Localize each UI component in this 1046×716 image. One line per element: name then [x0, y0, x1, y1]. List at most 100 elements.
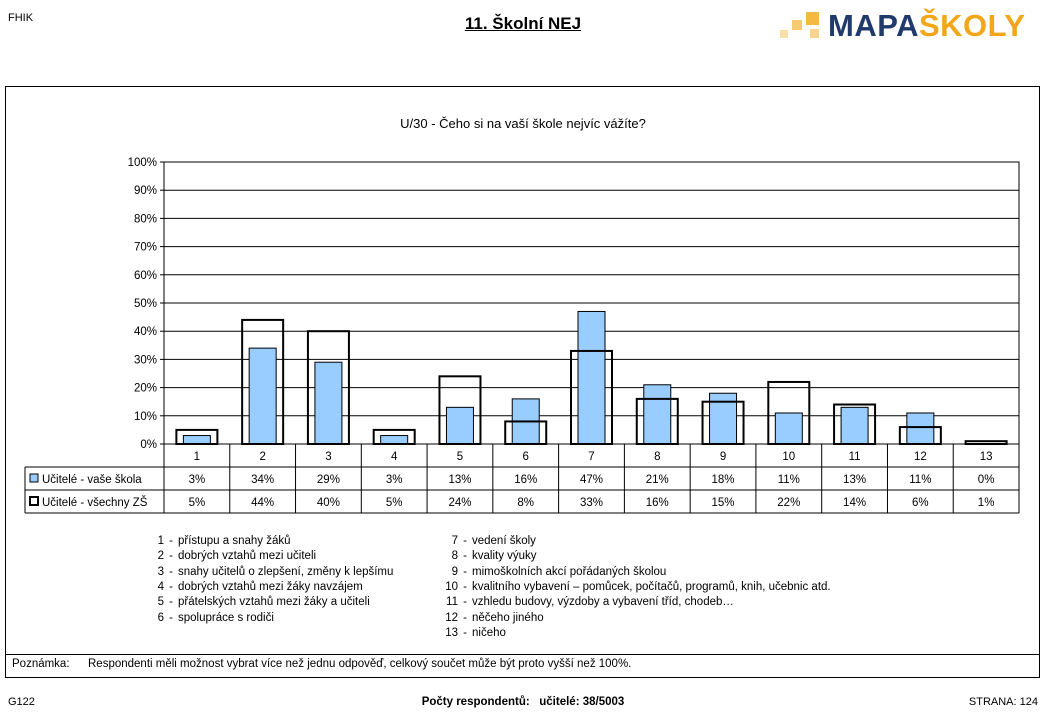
respondents-label: Počty respondentů: — [421, 696, 530, 708]
legend-item-number: 7 — [451, 535, 458, 547]
legend-item-text: snahy učitelů o zlepšení, změny k lepším… — [178, 565, 394, 578]
legend-item-number: 8 — [451, 550, 458, 563]
x-tick-label: 3 — [325, 451, 331, 463]
page-title: 11. Školní NEJ — [464, 14, 582, 33]
x-tick-label: 5 — [457, 451, 463, 463]
logo-text: MAPAŠKOLY — [828, 8, 1025, 44]
data-label-all-schools: 6% — [912, 497, 929, 509]
series-name-school: Učitelé - vaše škola — [42, 474, 142, 486]
legend-item-separator: - — [169, 611, 173, 624]
x-tick-label: 7 — [588, 451, 594, 463]
legend-item-number: 6 — [157, 611, 164, 624]
y-tick-label: 0% — [140, 439, 157, 451]
logo-text-part1: MAPA — [828, 8, 919, 43]
legend-item: 10- kvalitního vybavení – pomůcek, počíta… — [440, 580, 831, 594]
legend-item-separator: - — [463, 550, 467, 563]
data-label-all-schools: 14% — [843, 497, 866, 509]
legend-item: 6- spolupráce s rodiči — [146, 611, 274, 625]
x-tick-label: 8 — [654, 451, 660, 463]
data-label-school: 11% — [778, 474, 800, 486]
data-label-school: 11% — [909, 474, 931, 486]
bar-chart: U/30 - Čeho si na vaší škole nejvíc váží… — [24, 116, 1020, 514]
logo-square-icon — [810, 29, 819, 38]
y-tick-label: 50% — [134, 298, 157, 310]
legend-item: 8- kvality výuky — [440, 549, 537, 563]
legend-item-number: 1 — [157, 535, 164, 547]
bar-school — [774, 412, 803, 445]
data-label-all-schools: 22% — [777, 497, 800, 509]
y-tick-label: 10% — [134, 411, 157, 423]
data-label-school: 3% — [386, 474, 403, 486]
data-label-school: 34% — [251, 474, 274, 486]
data-label-all-schools: 8% — [517, 497, 534, 509]
y-tick-label: 100% — [128, 157, 157, 169]
legend-item-separator: - — [169, 535, 173, 547]
legend-item-separator: - — [169, 565, 173, 578]
x-tick-label: 11 — [849, 451, 861, 463]
bar-school — [577, 310, 606, 445]
logo-square-icon — [806, 12, 819, 25]
legend-item-text: přátelských vztahů mezi žáky a učiteli — [178, 596, 370, 609]
logo-square-icon — [792, 20, 802, 30]
data-label-all-schools: 16% — [646, 497, 669, 509]
bar-school — [314, 361, 343, 445]
data-label-school: 21% — [646, 474, 669, 486]
bar-school — [248, 347, 277, 445]
legend-item-number: 9 — [451, 565, 458, 578]
corner-label: FHIK — [8, 12, 34, 24]
x-tick-label: 6 — [523, 451, 529, 463]
bar-school — [182, 435, 211, 445]
legend-item: 2- dobrých vztahů mezi učiteli — [146, 549, 316, 563]
legend-item: 11- vzhledu budovy, výzdoby a vybavení tř… — [440, 595, 734, 609]
bar-school — [840, 406, 869, 445]
data-label-all-schools: 44% — [251, 497, 274, 509]
x-tick-label: 13 — [980, 451, 993, 463]
y-tick-label: 30% — [134, 354, 157, 366]
respondents-info: Počty respondentů: učitelé: 38/5003 — [0, 696, 1046, 708]
legend-item-separator: - — [169, 596, 173, 609]
page-code: G122 — [8, 696, 35, 708]
chart-frame — [5, 86, 1040, 678]
legend-item: 5- přátelských vztahů mezi žáky a učiteli — [146, 595, 370, 609]
bar-school — [643, 384, 672, 445]
x-tick-label: 9 — [720, 451, 726, 463]
data-label-all-schools: 1% — [978, 497, 995, 509]
legend-item-separator: - — [463, 535, 467, 547]
legend-item-text: kvalitního vybavení – pomůcek, počítačů,… — [472, 580, 831, 593]
x-tick-label: 10 — [782, 451, 795, 463]
legend-item-number: 10 — [445, 580, 458, 593]
data-label-school: 13% — [448, 474, 471, 486]
legend-item-separator: - — [463, 611, 467, 624]
legend-item-text: dobrých vztahů mezi učiteli — [178, 550, 317, 563]
data-label-all-schools: 24% — [448, 497, 471, 509]
legend-item-separator: - — [463, 565, 467, 578]
legend-item-number: 13 — [445, 626, 458, 639]
legend-item: 13- ničeho — [440, 626, 506, 640]
logo-square-icon — [780, 30, 788, 38]
legend-item-number: 5 — [157, 596, 164, 609]
legend-item-text: dobrých vztahů mezi žáky navzájem — [178, 580, 363, 593]
x-tick-label: 4 — [391, 451, 398, 463]
legend-item: 9- mimoškolních akcí pořádaných školou — [440, 565, 667, 579]
data-label-all-schools: 5% — [386, 497, 403, 509]
legend-item-text: něčeho jiného — [472, 611, 544, 624]
chart-title: U/30 - Čeho si na vaší škole nejvíc váží… — [400, 116, 646, 131]
logo-text-part2: ŠKOLY — [918, 8, 1026, 43]
legend-item-number: 4 — [157, 580, 164, 593]
data-label-school: 13% — [843, 474, 866, 486]
legend-item-separator: - — [463, 596, 467, 609]
data-label-school: 18% — [712, 474, 735, 486]
legend-item-text: vzhledu budovy, výzdoby a vybavení tříd,… — [472, 596, 734, 609]
bar-school — [380, 435, 409, 445]
legend-item-number: 3 — [157, 565, 164, 578]
respondents-value: učitelé: 38/5003 — [539, 696, 625, 708]
data-label-school: 16% — [514, 474, 537, 486]
x-tick-label: 12 — [914, 451, 927, 463]
legend-item: 4- dobrých vztahů mezi žáky navzájem — [146, 580, 363, 594]
y-tick-label: 60% — [134, 270, 157, 282]
legend-item-separator: - — [169, 580, 173, 593]
data-label-all-schools: 5% — [189, 497, 206, 509]
note-text: Respondenti měli možnost vybrat více než… — [88, 658, 632, 670]
legend-item-text: ničeho — [472, 626, 506, 639]
data-label-school: 29% — [317, 474, 340, 486]
